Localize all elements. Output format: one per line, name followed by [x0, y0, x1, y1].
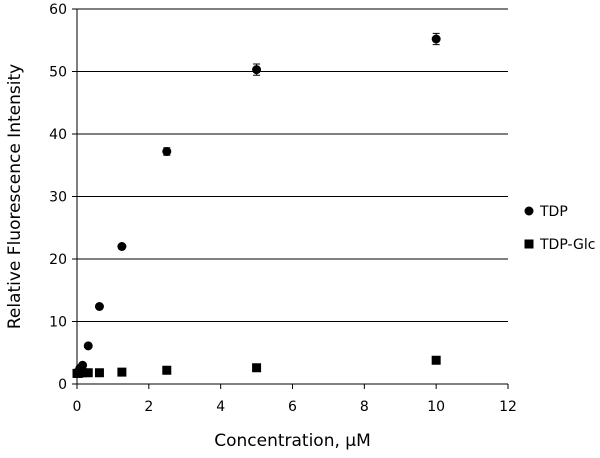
y-tick-label-50: 50 — [49, 65, 67, 81]
point-tdp-glc-8 — [252, 363, 262, 373]
y-tick-label-20: 20 — [49, 252, 67, 268]
point-tdp-glc-7 — [162, 365, 172, 375]
point-tdp-8 — [252, 65, 262, 75]
gridlines — [77, 8, 508, 322]
y-tick-label-60: 60 — [49, 2, 67, 18]
x-tick-label-0: 0 — [73, 399, 82, 415]
x-tick-label-2: 2 — [144, 399, 153, 415]
error-bars — [118, 32, 440, 249]
y-tick-label-30: 30 — [49, 190, 67, 206]
tick-labels: 0 2 4 6 8 10 12 0 10 20 30 40 50 60 — [49, 2, 517, 415]
x-tick-label-4: 4 — [216, 399, 225, 415]
axes — [72, 8, 509, 389]
y-axis-title: Relative Fluorescence Intensity — [5, 64, 25, 329]
point-tdp-glc-5 — [94, 368, 104, 378]
point-tdp-5 — [94, 302, 104, 311]
point-tdp-9 — [431, 34, 441, 44]
point-tdp-glc-6 — [117, 367, 127, 377]
point-tdp-glc-9 — [431, 355, 441, 365]
legend-label-tdp: TDP — [539, 204, 568, 220]
legend-marker-tdp-glc — [524, 239, 534, 249]
x-tick-label-6: 6 — [288, 399, 297, 415]
point-tdp-4 — [83, 341, 93, 351]
y-tick-label-10: 10 — [49, 315, 67, 331]
data-points — [72, 34, 441, 378]
point-tdp-3 — [78, 360, 88, 370]
legend: TDP TDP-Glc — [524, 204, 595, 253]
y-tick-label-40: 40 — [49, 127, 67, 143]
legend-marker-tdp — [524, 206, 534, 216]
point-tdp-6 — [117, 242, 127, 251]
x-axis-title: Concentration, μM — [214, 431, 371, 451]
point-tdp-glc-4 — [83, 368, 93, 378]
x-tick-label-12: 12 — [499, 399, 517, 415]
x-tick-label-10: 10 — [427, 399, 445, 415]
point-tdp-glc-3 — [78, 368, 88, 378]
x-tick-label-8: 8 — [360, 399, 369, 415]
legend-label-tdp-glc: TDP-Glc — [539, 237, 595, 253]
point-tdp-7 — [162, 147, 172, 156]
y-tick-label-0: 0 — [58, 377, 67, 393]
